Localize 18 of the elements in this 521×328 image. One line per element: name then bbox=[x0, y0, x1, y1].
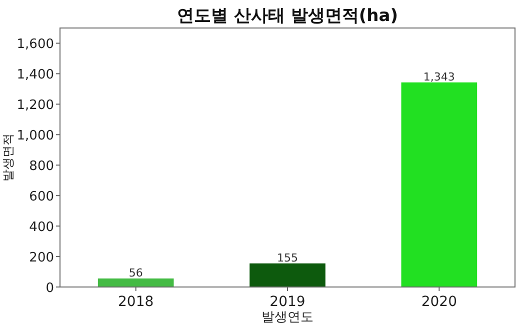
y-tick-label: 1,400 bbox=[16, 68, 54, 83]
y-tick-label: 600 bbox=[29, 190, 54, 205]
y-tick-label: 200 bbox=[29, 250, 54, 266]
y-tick-label: 1,200 bbox=[16, 98, 54, 114]
data-label: 155 bbox=[277, 251, 298, 264]
y-axis-title: 발생면적 bbox=[1, 134, 15, 182]
chart-title: 연도별 산사태 발생면적(ha) bbox=[177, 6, 398, 26]
y-tick-label: 400 bbox=[29, 220, 54, 236]
x-tick-label: 2019 bbox=[270, 294, 306, 310]
data-label: 1,343 bbox=[423, 70, 455, 84]
y-tick-label: 1,000 bbox=[16, 128, 54, 144]
y-tick-label: 0 bbox=[46, 281, 54, 296]
x-axis-title: 발생연도 bbox=[262, 310, 314, 325]
y-tick-label: 1,600 bbox=[16, 37, 54, 52]
x-tick-label: 2018 bbox=[118, 294, 154, 310]
y-tick-label: 800 bbox=[29, 159, 54, 174]
data-label: 56 bbox=[128, 266, 143, 280]
x-tick-label: 2020 bbox=[421, 294, 457, 310]
